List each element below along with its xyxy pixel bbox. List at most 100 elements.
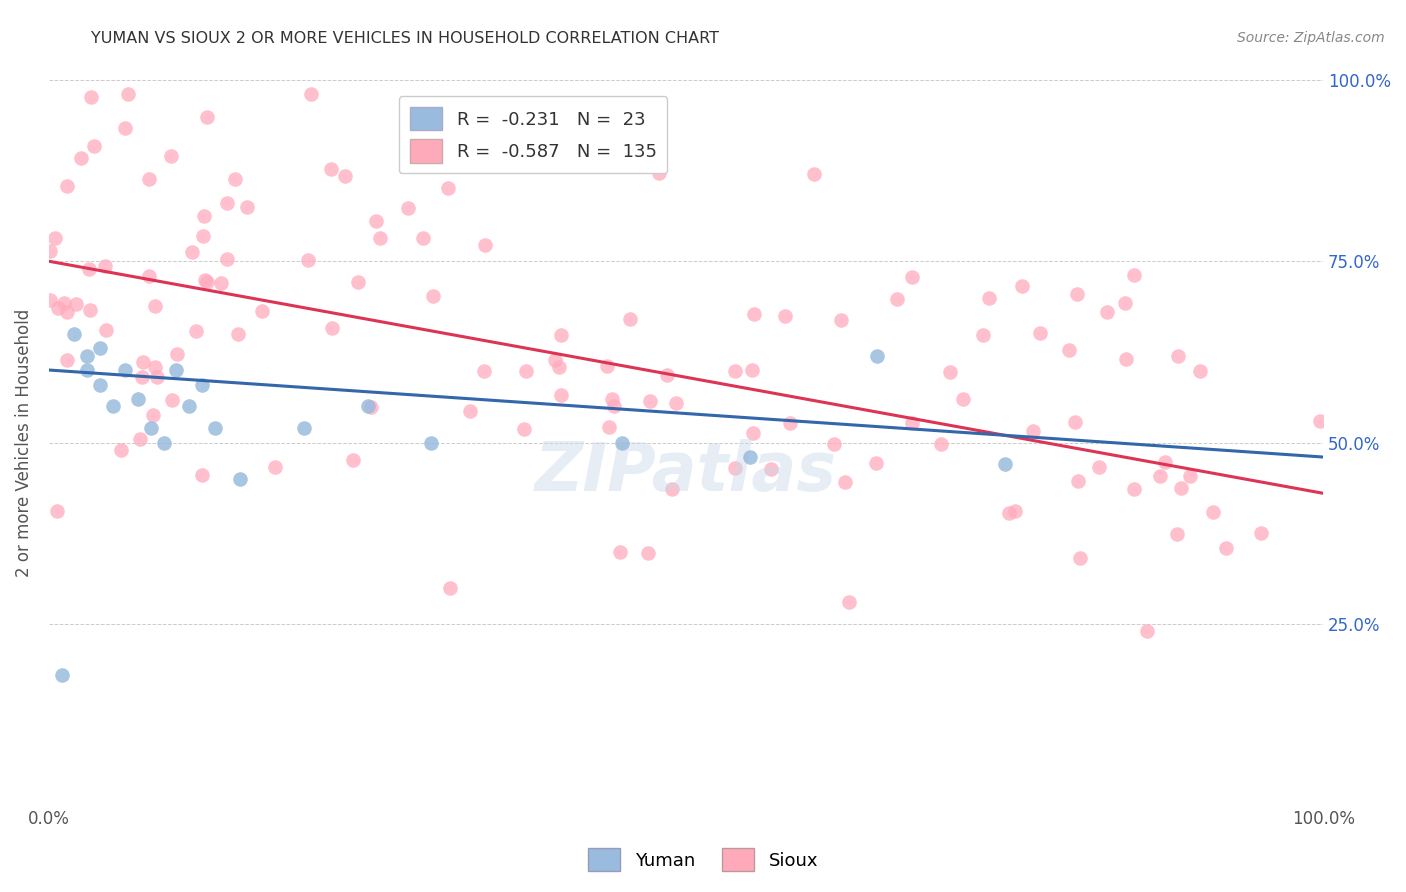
Point bbox=[1170, 482, 1192, 496]
Legend: R =  -0.231   N =  23, R =  -0.587   N =  135: R = -0.231 N = 23, R = -0.587 N = 135 bbox=[399, 96, 668, 173]
Point bbox=[724, 461, 747, 475]
Point bbox=[89, 341, 111, 355]
Point bbox=[292, 421, 315, 435]
Point bbox=[39, 293, 62, 308]
Point bbox=[191, 467, 214, 482]
Point bbox=[191, 377, 214, 392]
Point bbox=[901, 416, 924, 430]
Point bbox=[513, 422, 536, 436]
Point bbox=[472, 364, 495, 378]
Point bbox=[901, 270, 924, 285]
Point bbox=[823, 436, 845, 450]
Point bbox=[412, 231, 434, 245]
Point bbox=[39, 244, 62, 258]
Point bbox=[101, 399, 124, 413]
Point bbox=[131, 370, 153, 384]
Point bbox=[550, 388, 572, 402]
Point bbox=[602, 392, 624, 407]
Point bbox=[321, 321, 343, 335]
Point bbox=[76, 363, 98, 377]
Point bbox=[94, 260, 117, 274]
Point bbox=[1167, 349, 1189, 363]
Point bbox=[1202, 505, 1225, 519]
Point bbox=[250, 303, 273, 318]
Point bbox=[51, 667, 73, 681]
Point bbox=[117, 87, 139, 102]
Point bbox=[972, 328, 994, 343]
Point bbox=[1064, 415, 1087, 429]
Point bbox=[215, 196, 238, 211]
Point bbox=[612, 435, 634, 450]
Point bbox=[1136, 624, 1159, 639]
Point bbox=[1022, 424, 1045, 438]
Point bbox=[741, 362, 763, 376]
Point bbox=[356, 399, 378, 413]
Point bbox=[1309, 414, 1331, 428]
Point bbox=[598, 419, 620, 434]
Point bbox=[138, 172, 160, 186]
Point bbox=[939, 365, 962, 379]
Point bbox=[56, 179, 79, 194]
Point bbox=[548, 360, 571, 375]
Text: ZIPatlas: ZIPatlas bbox=[536, 439, 837, 505]
Point bbox=[460, 404, 482, 418]
Point bbox=[609, 545, 631, 559]
Point bbox=[114, 363, 136, 377]
Point bbox=[738, 450, 761, 464]
Point bbox=[550, 328, 572, 343]
Point bbox=[1149, 469, 1171, 483]
Point bbox=[834, 475, 856, 489]
Point bbox=[160, 392, 183, 407]
Point bbox=[437, 181, 460, 195]
Point bbox=[886, 293, 908, 307]
Point bbox=[1088, 460, 1111, 475]
Point bbox=[742, 425, 765, 440]
Point bbox=[132, 355, 155, 369]
Point bbox=[79, 303, 101, 318]
Point bbox=[1066, 287, 1088, 301]
Point bbox=[1028, 326, 1050, 340]
Point bbox=[1004, 504, 1026, 518]
Point bbox=[1057, 343, 1080, 357]
Point bbox=[70, 151, 93, 165]
Point bbox=[94, 323, 117, 337]
Point bbox=[994, 457, 1017, 471]
Text: Source: ZipAtlas.com: Source: ZipAtlas.com bbox=[1237, 31, 1385, 45]
Point bbox=[866, 349, 889, 363]
Point bbox=[759, 462, 782, 476]
Point bbox=[779, 417, 801, 431]
Point bbox=[224, 172, 246, 186]
Point bbox=[165, 363, 187, 377]
Point bbox=[166, 347, 188, 361]
Point bbox=[129, 432, 152, 446]
Point bbox=[83, 139, 105, 153]
Y-axis label: 2 or more Vehicles in Household: 2 or more Vehicles in Household bbox=[15, 309, 32, 576]
Point bbox=[1097, 305, 1119, 319]
Point bbox=[226, 326, 249, 341]
Point bbox=[80, 89, 103, 103]
Point bbox=[195, 110, 218, 124]
Point bbox=[46, 503, 69, 517]
Point bbox=[422, 288, 444, 302]
Point bbox=[127, 392, 149, 406]
Point bbox=[89, 377, 111, 392]
Point bbox=[1011, 278, 1033, 293]
Point bbox=[56, 352, 79, 367]
Point bbox=[110, 442, 132, 457]
Point bbox=[602, 400, 624, 414]
Point bbox=[152, 435, 174, 450]
Point bbox=[63, 326, 86, 341]
Point bbox=[439, 582, 461, 596]
Point bbox=[803, 167, 825, 181]
Text: YUMAN VS SIOUX 2 OR MORE VEHICLES IN HOUSEHOLD CORRELATION CHART: YUMAN VS SIOUX 2 OR MORE VEHICLES IN HOU… bbox=[91, 31, 720, 46]
Point bbox=[56, 305, 79, 319]
Point bbox=[637, 546, 659, 560]
Point bbox=[1067, 474, 1090, 488]
Point bbox=[79, 261, 101, 276]
Point bbox=[319, 162, 342, 177]
Point bbox=[143, 299, 166, 313]
Point bbox=[193, 209, 215, 223]
Point bbox=[297, 253, 319, 268]
Point bbox=[638, 394, 661, 409]
Point bbox=[180, 244, 202, 259]
